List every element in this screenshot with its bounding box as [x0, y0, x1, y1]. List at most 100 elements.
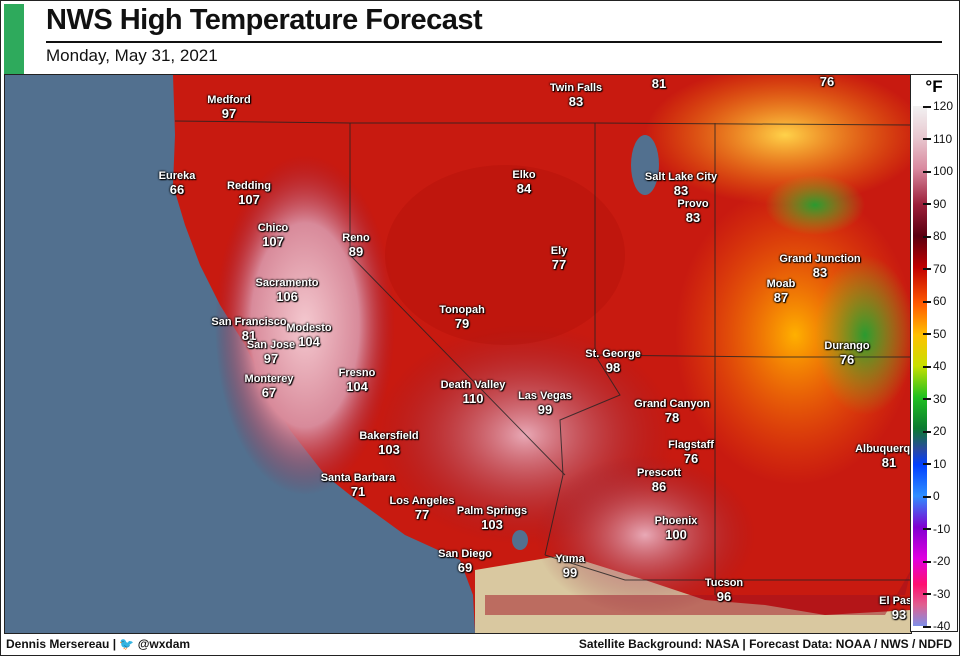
forecast-date: Monday, May 31, 2021 [46, 46, 218, 65]
twitter-handle[interactable]: @wxdam [137, 637, 191, 651]
legend-tick: -20 [923, 555, 950, 567]
city-name: Monterey [244, 373, 294, 385]
city-label: Moab 87 [767, 277, 796, 305]
city-temperature: 69 [457, 560, 473, 575]
accent-bar [4, 4, 24, 74]
city-temperature: 76 [819, 74, 835, 89]
city-temperature: 107 [238, 192, 260, 207]
city-label: Tucson 96 [705, 576, 743, 604]
city-temperature: 100 [665, 527, 687, 542]
city-label: Redding 107 [227, 179, 271, 207]
city-label: Phoenix 100 [655, 514, 698, 542]
city-label: Ely 77 [551, 244, 568, 272]
city-label: Salt Lake City 83 [645, 170, 717, 198]
legend-tick: 0 [923, 490, 940, 502]
city-name: Yuma [555, 553, 585, 565]
city-temperature: 98 [605, 360, 621, 375]
city-temperature: 76 [839, 352, 855, 367]
city-label: 81 [652, 77, 666, 91]
city-name: Twin Falls [549, 82, 603, 94]
author-name: Dennis Mersereau | [6, 637, 117, 651]
city-label: Sacramento 106 [256, 276, 319, 304]
city-label: Fresno 104 [339, 366, 376, 394]
city-temperature: 106 [276, 289, 298, 304]
city-label: Elko 84 [512, 168, 535, 196]
temperature-legend: °F 120 110 100 90 80 70 60 50 40 30 20 10 0 -10 -20 -30… [910, 74, 958, 632]
city-label: Bakersfield 103 [359, 429, 418, 457]
city-label: San Jose 97 [247, 338, 295, 366]
city-temperature: 104 [346, 379, 368, 394]
city-temperature: 87 [773, 290, 789, 305]
city-label: Death Valley 110 [441, 378, 506, 406]
legend-tick: 10 [923, 458, 946, 470]
city-name: Albuquerque [855, 443, 911, 455]
city-label: Chico 107 [258, 221, 289, 249]
city-temperature: 81 [881, 455, 897, 470]
legend-tick: 100 [923, 165, 953, 177]
city-temperature: 77 [414, 507, 430, 522]
city-label: Monterey 67 [245, 372, 294, 400]
city-temperature: 84 [516, 181, 532, 196]
city-name: Modesto [286, 322, 332, 334]
city-label: Santa Barbara 71 [321, 471, 396, 499]
city-name: Prescott [636, 467, 682, 479]
city-name: Provo [677, 198, 709, 210]
city-temperature: 93 [891, 607, 907, 622]
city-name: Santa Barbara [320, 472, 396, 484]
city-label: San Francisco 81 [211, 315, 286, 343]
city-temperature: 99 [537, 402, 553, 417]
city-name: Redding [227, 180, 271, 192]
city-name: Durango [824, 340, 870, 352]
city-label: Durango 76 [824, 339, 869, 367]
city-name: Salt Lake City [644, 171, 718, 183]
legend-unit: °F [925, 77, 943, 96]
city-temperature: 104 [298, 334, 320, 349]
city-label: Prescott 86 [637, 466, 681, 494]
city-temperature: 77 [551, 257, 567, 272]
legend-tick: -40 [923, 620, 950, 632]
legend-tick: 120 [923, 100, 953, 112]
twitter-bird-icon: 🐦 [119, 637, 135, 651]
city-temperature: 79 [454, 316, 470, 331]
city-label: Modesto 104 [286, 321, 331, 349]
city-name: Medford [207, 94, 251, 106]
legend-tick: 90 [923, 198, 946, 210]
city-label: Albuquerque81 [855, 442, 911, 470]
city-label: Las Vegas 99 [518, 389, 572, 417]
city-temperature: 86 [651, 479, 667, 494]
city-label: Eureka 66 [159, 169, 196, 197]
city-temperature: 81 [651, 76, 667, 91]
map-background [5, 75, 911, 633]
city-name: Death Valley [440, 379, 506, 391]
city-name: El Paso [879, 595, 912, 607]
city-label: St. George 98 [585, 347, 641, 375]
city-temperature: 89 [348, 244, 364, 259]
city-temperature: 103 [481, 517, 503, 532]
legend-tick: 40 [923, 360, 946, 372]
city-temperature: 78 [664, 410, 680, 425]
city-name: Reno [342, 232, 370, 244]
city-temperature: 103 [378, 442, 400, 457]
city-temperature: 96 [716, 589, 732, 604]
legend-tick: 110 [923, 133, 952, 145]
city-name: Fresno [338, 367, 376, 379]
city-name: Sacramento [255, 277, 319, 289]
city-name: San Diego [438, 548, 492, 560]
city-name: Ely [550, 245, 568, 257]
city-name: Los Angeles [389, 495, 455, 507]
city-label: Grand Canyon 78 [634, 397, 710, 425]
city-name: Flagstaff [668, 439, 714, 451]
footer-author: Dennis Mersereau | 🐦 @wxdam [6, 637, 190, 651]
city-temperature: 99 [562, 565, 578, 580]
city-name: Grand Canyon [634, 398, 710, 410]
city-temperature: 97 [263, 351, 279, 366]
city-label: Yuma 99 [555, 552, 584, 580]
legend-tick: -30 [923, 588, 950, 600]
city-name: San Francisco [211, 316, 287, 328]
city-temperature: 83 [685, 210, 701, 225]
city-label: Tonopah 79 [439, 303, 485, 331]
city-name: Elko [512, 169, 536, 181]
city-label: Palm Springs 103 [457, 504, 527, 532]
page-title: NWS High Temperature Forecast [46, 4, 483, 36]
city-name: Phoenix [654, 515, 698, 527]
